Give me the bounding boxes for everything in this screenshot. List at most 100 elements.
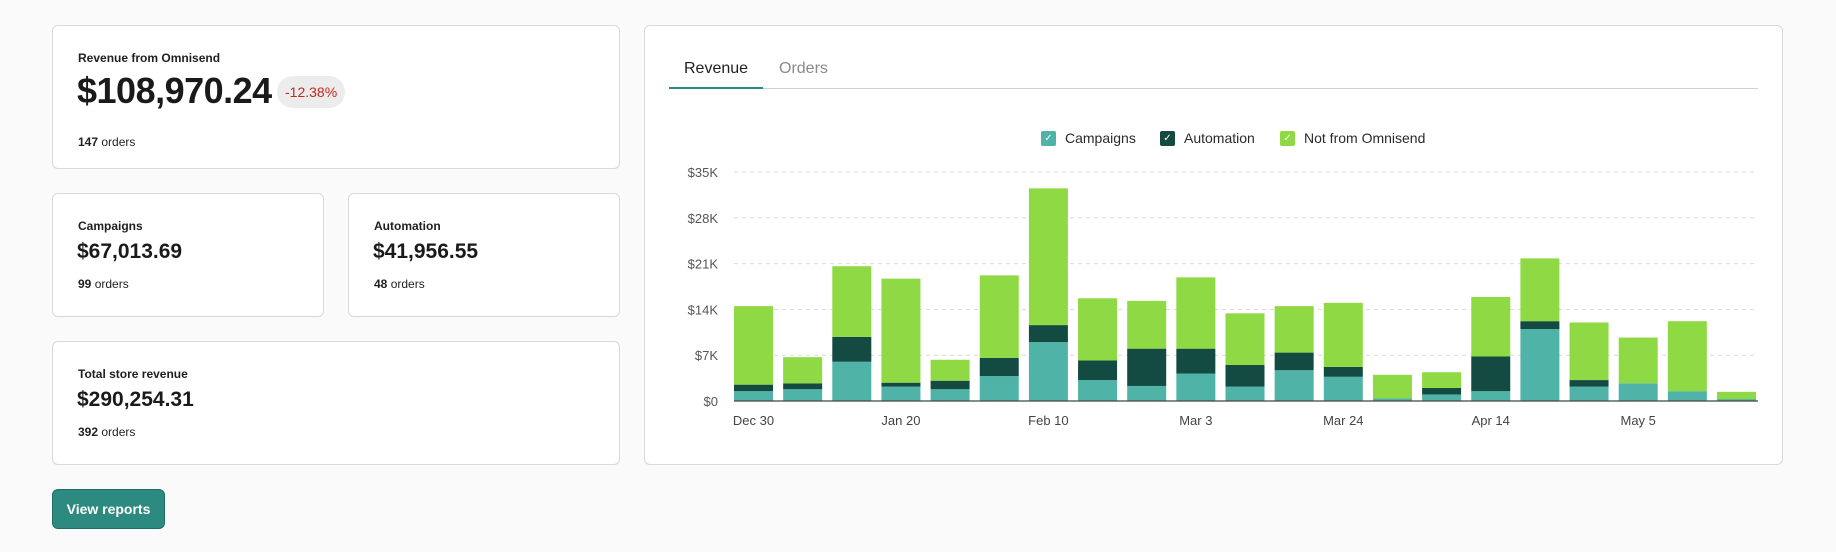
bar-segment[interactable] (881, 386, 921, 401)
active-tab-indicator (669, 87, 763, 89)
x-tick-label: Feb 10 (1028, 413, 1068, 428)
bar-segment[interactable] (1127, 348, 1167, 386)
bar-segment[interactable] (832, 336, 872, 362)
bar-segment[interactable] (1274, 352, 1314, 371)
bar-segment[interactable] (1717, 399, 1756, 401)
bar-segment[interactable] (783, 357, 823, 384)
bar-segment[interactable] (881, 382, 921, 387)
bar-segment[interactable] (1323, 366, 1363, 377)
bar-segment[interactable] (1471, 356, 1511, 392)
bar-segment[interactable] (1176, 348, 1216, 374)
omnisend-revenue-value: $108,970.24 (77, 70, 272, 111)
bar-segment[interactable] (1569, 386, 1609, 401)
orders-number: 99 (78, 277, 92, 291)
bar-segment[interactable] (1422, 394, 1462, 401)
x-tick-label: Jan 20 (881, 413, 920, 428)
automation-label: Automation (374, 219, 441, 233)
campaigns-value: $67,013.69 (77, 240, 183, 263)
bar-segment[interactable] (1274, 370, 1314, 401)
bar-segment[interactable] (734, 306, 773, 385)
bar-segment[interactable] (1127, 300, 1167, 349)
bar-segment[interactable] (734, 384, 773, 392)
bar-segment[interactable] (1422, 387, 1462, 395)
bar-segment[interactable] (930, 359, 970, 381)
automation-orders-count: 48 orders (374, 277, 425, 291)
bar-segment[interactable] (1471, 391, 1511, 401)
view-reports-button[interactable]: View reports (52, 489, 165, 529)
bar-segment[interactable] (1176, 277, 1216, 349)
total-store-revenue-label: Total store revenue (78, 367, 188, 381)
bar-segment[interactable] (1225, 386, 1265, 401)
revenue-change-badge: -12.38% (277, 76, 346, 108)
x-tick-label: Dec 30 (733, 413, 774, 428)
bar-segment[interactable] (1667, 321, 1707, 392)
orders-word: orders (94, 277, 129, 291)
campaigns-card: Campaigns $67,013.69 99 orders (52, 193, 324, 317)
bar-segment[interactable] (1028, 325, 1068, 343)
bar-segment[interactable] (1569, 322, 1609, 381)
legend-campaigns-label: Campaigns (1065, 130, 1136, 146)
bar-segment[interactable] (1618, 337, 1658, 384)
x-tick-label: Mar 3 (1179, 413, 1212, 428)
legend-campaigns[interactable]: ✓ Campaigns (1041, 130, 1136, 146)
bar-segment[interactable] (1667, 391, 1707, 401)
bar-segment[interactable] (1323, 376, 1363, 401)
bar-segment[interactable] (979, 275, 1019, 358)
bar-segment[interactable] (1618, 383, 1658, 401)
bar-segment[interactable] (1520, 258, 1560, 322)
bar-segment[interactable] (979, 376, 1019, 401)
total-store-revenue-value: $290,254.31 (77, 388, 194, 411)
x-tick-label: May 5 (1620, 413, 1655, 428)
bar-segment[interactable] (1225, 313, 1265, 366)
x-tick-label: Apr 14 (1472, 413, 1510, 428)
bar-segment[interactable] (1078, 360, 1118, 381)
orders-number: 392 (78, 425, 99, 439)
bar-segment[interactable] (783, 389, 823, 401)
bar-segment[interactable] (1028, 188, 1068, 326)
bar-segment[interactable] (1323, 302, 1363, 367)
bar-segment[interactable] (881, 278, 921, 383)
bar-segment[interactable] (1127, 385, 1167, 401)
total-store-revenue-card: Total store revenue $290,254.31 392 orde… (52, 341, 620, 465)
bar-segment[interactable] (1028, 342, 1068, 401)
bar-segment[interactable] (1225, 365, 1265, 387)
bar-segment[interactable] (783, 383, 823, 390)
bar-segment[interactable] (1717, 391, 1756, 400)
bar-segment[interactable] (1078, 298, 1118, 361)
bar-segment[interactable] (1372, 374, 1412, 399)
tab-revenue[interactable]: Revenue (684, 60, 749, 77)
bar-segment[interactable] (1372, 398, 1412, 401)
legend-not-from-omnisend-label: Not from Omnisend (1304, 130, 1426, 146)
bar-segment[interactable] (1176, 373, 1216, 401)
automation-card: Automation $41,956.55 48 orders (348, 193, 620, 317)
bar-segment[interactable] (1471, 296, 1511, 357)
bar-segment[interactable] (734, 391, 773, 401)
omnisend-revenue-label: Revenue from Omnisend (78, 51, 221, 65)
orders-word: orders (390, 277, 425, 291)
legend-not-from-omnisend[interactable]: ✓ Not from Omnisend (1280, 130, 1425, 146)
omnisend-revenue-card: Revenue from Omnisend $108,970.24 -12.38… (52, 25, 620, 169)
bar-segment[interactable] (1422, 372, 1462, 388)
bar-segment[interactable] (1520, 329, 1560, 401)
check-icon: ✓ (1280, 130, 1295, 146)
y-tick-label: $35K (688, 165, 719, 180)
legend-automation[interactable]: ✓ Automation (1160, 130, 1255, 146)
campaigns-label: Campaigns (78, 219, 143, 233)
bar-segment[interactable] (1520, 321, 1560, 330)
bar-segment[interactable] (1569, 380, 1609, 387)
y-tick-label: $7K (695, 348, 718, 363)
bar-segment[interactable] (1274, 306, 1314, 353)
bar-segment[interactable] (930, 380, 970, 390)
bar-segment[interactable] (1078, 380, 1118, 401)
bar-segment[interactable] (979, 357, 1019, 377)
bar-segment[interactable] (832, 266, 872, 337)
campaigns-orders-count: 99 orders (78, 277, 129, 291)
y-tick-label: $14K (688, 302, 719, 317)
x-tick-label: Mar 24 (1323, 413, 1363, 428)
orders-number: 147 (78, 135, 99, 149)
bar-segment[interactable] (930, 389, 970, 401)
tab-orders[interactable]: Orders (779, 60, 828, 77)
orders-word: orders (101, 135, 136, 149)
bar-segment[interactable] (832, 361, 872, 401)
